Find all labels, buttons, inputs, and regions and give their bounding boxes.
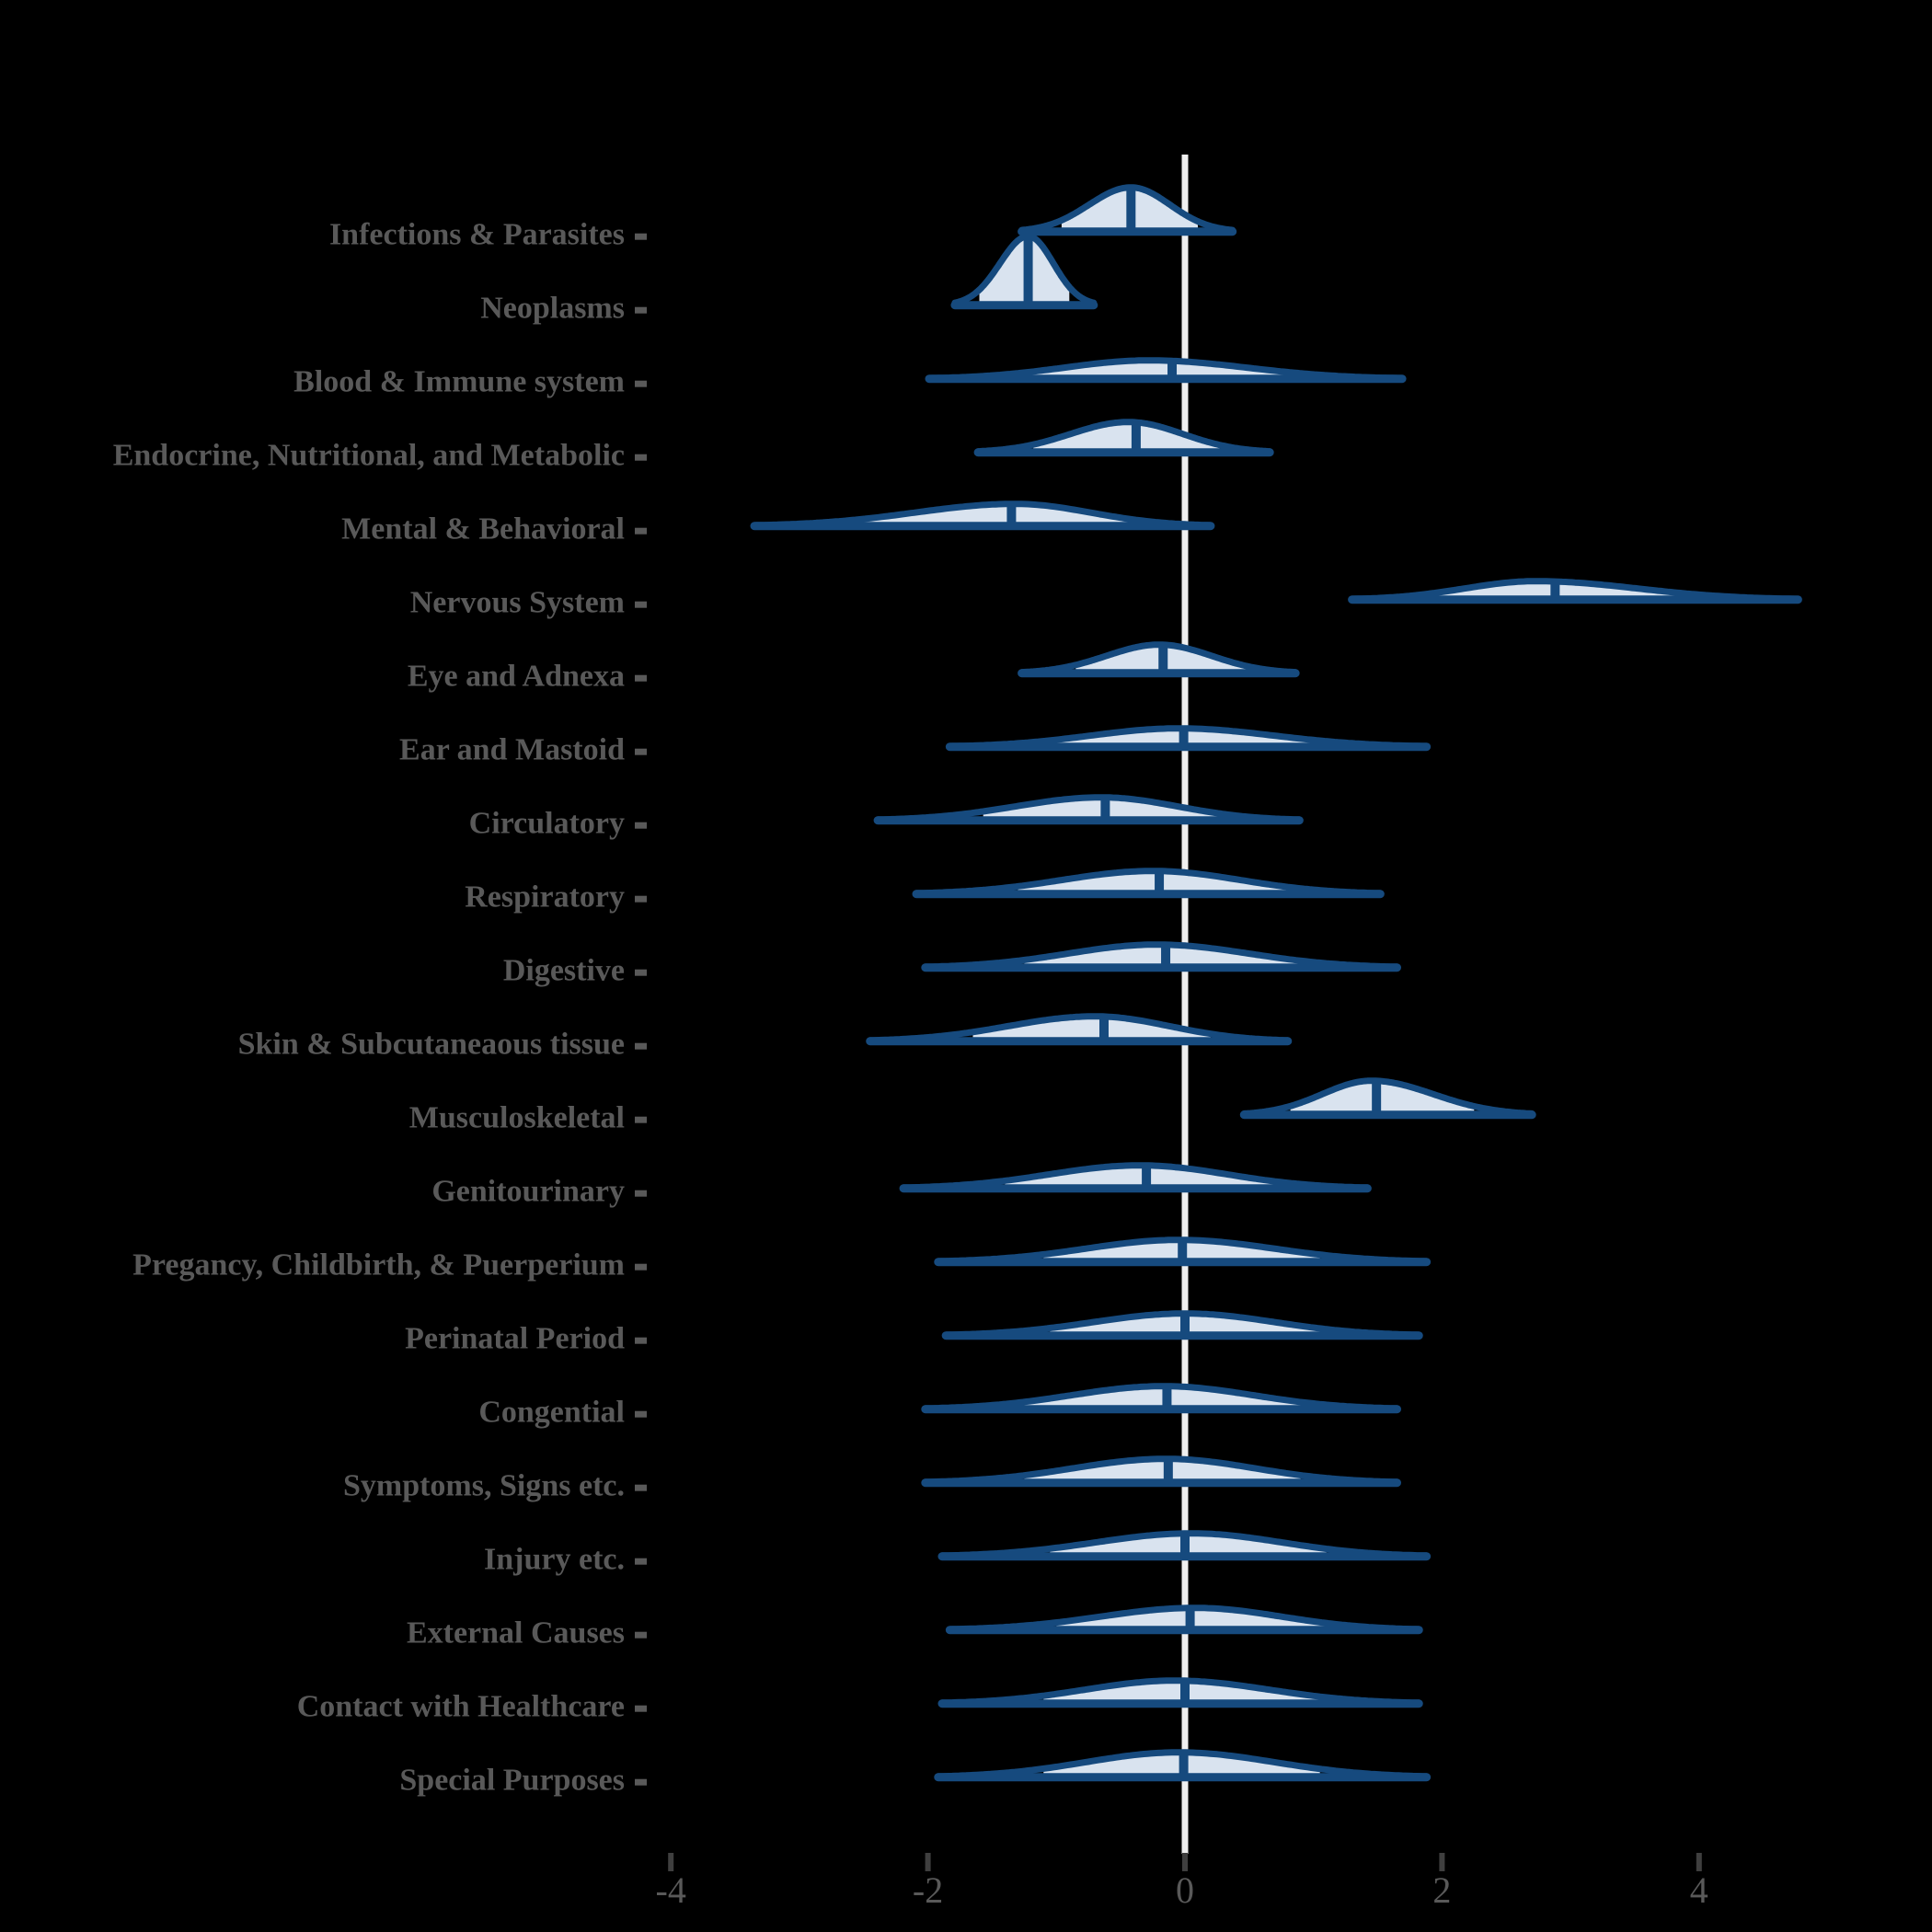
category-label: Injury etc. (484, 1542, 625, 1576)
category-label: Endocrine, Nutritional, and Metabolic (113, 438, 625, 472)
density-outline (946, 1604, 1422, 1633)
density-outline (1018, 641, 1299, 676)
density-outline (867, 1013, 1292, 1044)
y-axis-tick (635, 380, 647, 387)
y-axis-tick (635, 527, 647, 535)
density-outline (935, 1749, 1431, 1780)
y-axis-tick (635, 895, 647, 903)
category-label: Digestive (503, 953, 625, 987)
y-axis-tick (635, 748, 647, 755)
y-axis-tick (635, 822, 647, 829)
x-axis-tick-label: -2 (913, 1869, 943, 1911)
density-outline (935, 1236, 1431, 1265)
y-axis-tick (635, 1484, 647, 1491)
y-axis-tick (635, 1410, 647, 1418)
y-axis-tick (635, 1631, 647, 1639)
y-axis-tick (635, 1263, 647, 1271)
x-axis-tick-label: -4 (656, 1869, 686, 1911)
category-label: Pregancy, Childbirth, & Puerperium (132, 1248, 625, 1282)
category-label: Symptoms, Signs etc. (343, 1468, 625, 1502)
category-label: Blood & Immune system (293, 364, 625, 398)
y-axis-tick (635, 1705, 647, 1712)
category-label: Neoplasms (480, 291, 625, 325)
density-outline (900, 1162, 1371, 1191)
x-axis-tick-label: 4 (1690, 1869, 1708, 1911)
density-outline (951, 233, 1098, 306)
y-axis-tick (635, 306, 647, 314)
category-label: Infections & Parasites (329, 217, 625, 251)
x-axis-tick (1439, 1853, 1445, 1871)
y-axis-tick (635, 1190, 647, 1197)
x-axis-tick (1182, 1853, 1188, 1871)
x-axis-tick-label: 2 (1432, 1869, 1451, 1911)
density-outline (1240, 1077, 1535, 1117)
x-axis-tick-label: 0 (1176, 1869, 1194, 1911)
category-label: Contact with Healthcare (297, 1689, 625, 1723)
y-axis-tick (635, 674, 647, 682)
y-axis-tick (635, 1116, 647, 1123)
y-axis-tick (635, 1337, 647, 1344)
x-axis-tick (668, 1853, 674, 1871)
y-axis-tick (635, 1778, 647, 1786)
category-label: Mental & Behavioral (341, 512, 625, 546)
category-label: Skin & Subcutaneaous tissue (238, 1027, 625, 1061)
y-axis-tick (635, 969, 647, 976)
y-axis-tick (635, 1558, 647, 1565)
category-label: Respiratory (465, 880, 625, 914)
category-label: Ear and Mastoid (399, 732, 625, 766)
x-axis-tick (925, 1853, 931, 1871)
density-outline (913, 868, 1384, 897)
category-label: External Causes (407, 1616, 625, 1650)
y-axis-tick (635, 454, 647, 461)
density-outline (1018, 184, 1236, 234)
y-axis-tick (635, 601, 647, 608)
category-label: Eye and Adnexa (408, 659, 625, 693)
density-outline (974, 419, 1273, 455)
category-label: Perinatal Period (405, 1321, 625, 1355)
category-label: Musculoskeletal (409, 1100, 625, 1134)
x-axis-tick (1696, 1853, 1702, 1871)
category-label: Genitourinary (431, 1174, 625, 1208)
category-label: Congential (478, 1395, 625, 1429)
density-outline (938, 1677, 1422, 1707)
y-axis-tick (635, 1042, 647, 1050)
density-outline (922, 1383, 1400, 1412)
density-outline (942, 1310, 1422, 1339)
density-outline (938, 1530, 1431, 1559)
density-outline (922, 1455, 1400, 1486)
density-outline (922, 941, 1400, 971)
density-outline (874, 794, 1303, 823)
category-label: Circulatory (469, 806, 625, 840)
density-fill (1033, 421, 1220, 453)
y-axis-tick (635, 233, 647, 240)
category-label: Nervous System (410, 585, 625, 619)
category-label: Special Purposes (399, 1763, 625, 1797)
